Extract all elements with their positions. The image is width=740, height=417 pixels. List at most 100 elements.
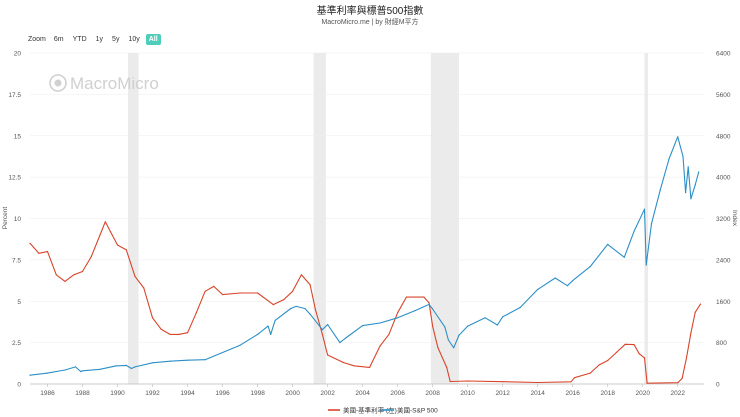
data-point-2 (458, 334, 460, 336)
data-point-2 (453, 347, 455, 349)
data-point-2 (554, 277, 556, 279)
y-left-tick-label: 0 (17, 382, 21, 389)
data-point-1 (598, 364, 600, 366)
data-point-1 (109, 231, 112, 233)
data-point-1 (449, 380, 451, 383)
x-tick-label: 2022 (671, 390, 686, 397)
data-point-2 (682, 155, 684, 157)
zoom-ytd-button[interactable]: YTD (72, 36, 87, 43)
data-point-1 (314, 308, 316, 311)
zoom-label: Zoom (28, 36, 46, 43)
data-point-2 (643, 208, 646, 210)
data-point-2 (80, 371, 82, 373)
data-point-1 (685, 357, 688, 359)
data-point-2 (295, 305, 297, 307)
data-point-1 (638, 353, 640, 355)
data-point-2 (204, 359, 206, 361)
data-point-2 (668, 158, 670, 160)
chart-title: 基準利率與標普500指數 (316, 6, 424, 17)
data-point-2 (414, 310, 416, 312)
data-point-1 (151, 317, 154, 319)
data-point-1 (125, 249, 127, 251)
data-point-2 (267, 325, 269, 327)
data-point-1 (369, 366, 371, 368)
watermark-logo-icon (49, 74, 67, 92)
data-point-2 (130, 367, 133, 370)
y-right-tick-label: 3200 (716, 216, 731, 223)
data-point-2 (270, 333, 272, 335)
data-point-2 (362, 325, 364, 327)
data-point-1 (624, 343, 626, 345)
data-point-1 (104, 221, 106, 223)
data-point-1 (327, 354, 329, 356)
zoom-6m-button[interactable]: 6m (53, 36, 64, 43)
data-point-1 (388, 333, 390, 335)
data-point-1 (573, 377, 576, 379)
zoom-all-button[interactable]: All (145, 34, 161, 45)
zoom-selector: Zoom 6m YTD 1y 5y 10y All (28, 34, 164, 45)
x-tick-label: 1994 (180, 390, 195, 397)
data-point-1 (423, 296, 425, 298)
data-point-2 (659, 189, 661, 191)
x-tick-label: 2004 (355, 390, 370, 397)
chart-subtitle: MacroMicro.me | by 財經M平方 (321, 19, 419, 26)
legend[interactable]: 美國-基準利率 (左) 美國-S&P 500 (328, 406, 438, 415)
y-right-tick-label: 4000 (716, 175, 731, 182)
data-point-1 (81, 270, 84, 273)
data-point-1 (309, 284, 311, 286)
zoom-5y-button[interactable]: 5y (112, 36, 120, 43)
data-point-2 (645, 264, 647, 266)
data-point-2 (650, 223, 653, 225)
data-point-1 (677, 382, 679, 384)
data-point-2 (432, 308, 434, 310)
data-point-2 (537, 288, 539, 290)
data-point-1 (589, 372, 591, 374)
data-point-1 (99, 234, 101, 236)
data-point-2 (222, 351, 224, 354)
data-point-2 (467, 325, 469, 327)
x-tick-label: 1986 (40, 390, 55, 397)
x-tick-label: 1990 (110, 390, 125, 397)
data-point-1 (353, 365, 355, 367)
x-tick-label: 2016 (565, 390, 580, 397)
x-tick-label: 1988 (75, 390, 90, 397)
data-point-1 (607, 359, 609, 362)
watermark-logo-dot (54, 79, 62, 87)
legend-label-2: 美國-S&P 500 (397, 406, 438, 415)
data-point-2 (74, 366, 77, 368)
x-tick-label: 2006 (390, 390, 405, 397)
data-point-2 (309, 313, 311, 315)
data-point-1 (432, 325, 434, 327)
data-point-1 (187, 332, 189, 334)
data-point-2 (519, 306, 521, 309)
data-point-1 (300, 274, 302, 276)
data-point-1 (615, 351, 618, 353)
data-point-2 (677, 136, 679, 138)
y-left-tick-label: 17.5 (8, 92, 21, 99)
y-left-tick-label: 10 (14, 216, 22, 223)
data-point-2 (428, 303, 430, 305)
zoom-1y-button[interactable]: 1y (95, 36, 104, 43)
data-point-1 (379, 345, 381, 347)
data-point-2 (502, 316, 504, 318)
data-point-2 (572, 280, 574, 282)
data-point-1 (405, 296, 407, 298)
data-point-1 (46, 251, 49, 253)
data-point-2 (257, 333, 259, 335)
data-point-1 (690, 332, 692, 334)
x-tick-label: 2014 (530, 390, 545, 397)
data-point-1 (160, 328, 162, 330)
data-point-1 (116, 244, 119, 246)
data-point-2 (115, 365, 117, 367)
data-point-1 (446, 366, 448, 368)
data-point-1 (633, 344, 635, 346)
series-line-2 (29, 136, 700, 376)
series[interactable] (29, 136, 702, 384)
y-right-axis-title: Index (731, 210, 738, 227)
y-left-tick-label: 5 (17, 299, 21, 306)
y-right-tick-label: 2400 (716, 257, 731, 264)
zoom-10y-button[interactable]: 10y (128, 36, 140, 43)
data-point-2 (694, 184, 696, 186)
data-point-1 (428, 302, 430, 304)
